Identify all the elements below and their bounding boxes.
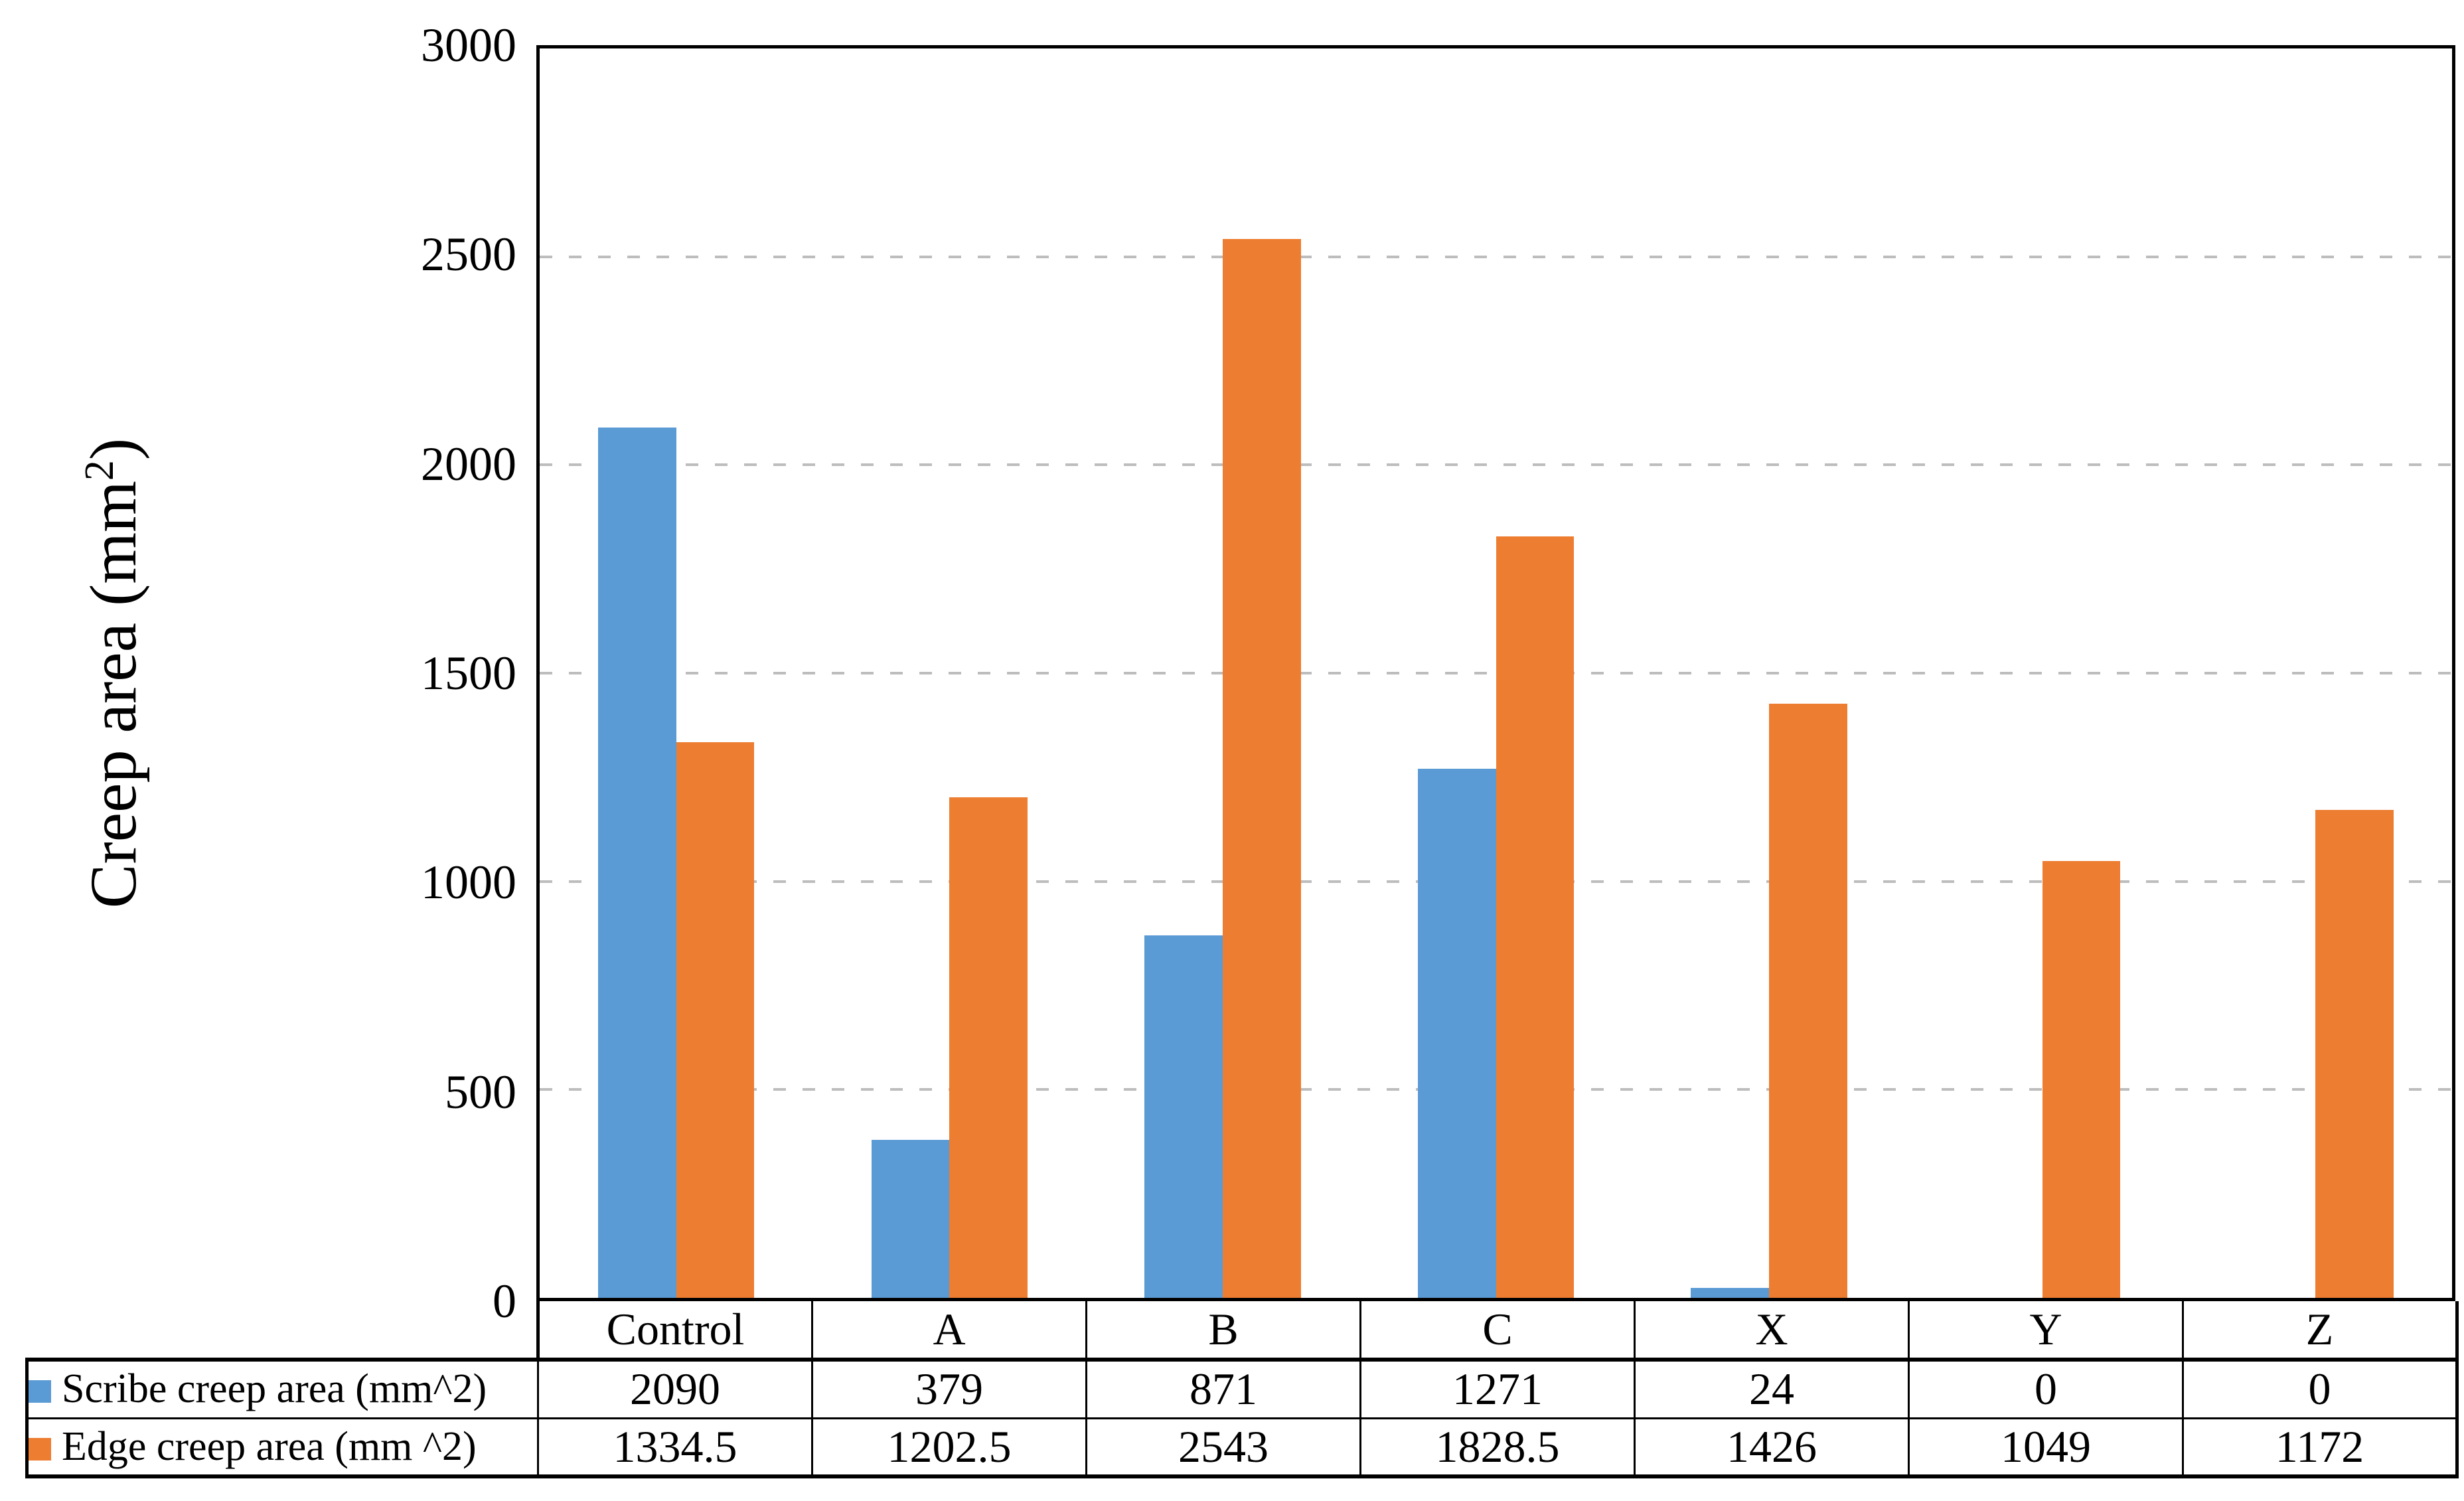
gridline-1500	[540, 672, 2452, 674]
category-slot-a	[813, 48, 1087, 1298]
category-slot-b	[1086, 48, 1359, 1298]
scribe-legend-swatch	[30, 1380, 51, 1403]
table-row-scribe: Scribe creep area (mm^2) 2090 379 871 1271 24…	[25, 1358, 2459, 1419]
bar-edge-y	[2042, 860, 2121, 1298]
bar-edge-b	[1222, 238, 1301, 1298]
bar-edge-x	[1769, 704, 1847, 1298]
cell-scribe-control: 2090	[537, 1358, 813, 1419]
gridline-2000	[540, 463, 2452, 467]
bar-edge-a	[949, 797, 1028, 1298]
cell-edge-control: 1334.5	[537, 1417, 813, 1478]
y-tick-label-3000: 3000	[421, 19, 516, 72]
column-header-b: B	[1085, 1301, 1361, 1362]
column-header-a: A	[811, 1301, 1087, 1362]
cell-scribe-a: 379	[811, 1358, 1087, 1419]
cell-scribe-b: 871	[1085, 1358, 1361, 1419]
y-axis-tick-labels: 3000 2500 2000 1500 1000 500 0	[0, 21, 516, 1325]
y-tick-label-1000: 1000	[421, 856, 516, 909]
data-table-body: Control A B C X Y Z Scribe creep area (mm^2) 209…	[25, 1301, 2459, 1478]
bar-scribe-control	[598, 427, 676, 1298]
legend-cell-scribe: Scribe creep area (mm^2)	[25, 1358, 539, 1419]
cell-edge-z: 1172	[2182, 1417, 2459, 1478]
bar-scribe-x	[1691, 1287, 1770, 1298]
gridline-2500	[540, 255, 2452, 258]
y-tick-label-2000: 2000	[421, 437, 516, 491]
column-header-z: Z	[2182, 1301, 2459, 1362]
cell-scribe-x: 24	[1634, 1358, 1910, 1419]
y-tick-label-1500: 1500	[421, 647, 516, 700]
column-header-x: X	[1634, 1301, 1910, 1362]
legend-cell-edge: Edge creep area (mm ^2)	[25, 1417, 539, 1478]
plot-area	[536, 45, 2455, 1301]
category-slot-y	[1906, 48, 2179, 1298]
scribe-series-label: Scribe creep area (mm^2)	[62, 1366, 487, 1412]
category-header-row: Control A B C X Y Z	[27, 1301, 2459, 1362]
cell-edge-c: 1828.5	[1359, 1417, 1636, 1478]
bar-scribe-c	[1417, 768, 1496, 1298]
cell-edge-a: 1202.5	[811, 1417, 1087, 1478]
bars-layer	[540, 48, 2452, 1298]
column-header-y: Y	[1908, 1301, 2184, 1362]
column-header-control: Control	[536, 1301, 813, 1362]
y-tick-label-500: 500	[445, 1065, 516, 1119]
category-slot-z	[2179, 48, 2452, 1298]
cell-scribe-z: 0	[2182, 1358, 2459, 1419]
y-tick-label-0: 0	[493, 1275, 516, 1328]
column-header-c: C	[1359, 1301, 1636, 1362]
table-row-edge: Edge creep area (mm ^2) 1334.5 1202.5 2543 1…	[25, 1417, 2459, 1478]
bar-edge-c	[1496, 536, 1575, 1298]
bar-scribe-b	[1144, 935, 1223, 1298]
edge-legend-swatch	[30, 1437, 51, 1461]
category-slot-c	[1359, 48, 1633, 1298]
cell-scribe-y: 0	[1908, 1358, 2184, 1419]
bar-scribe-a	[871, 1140, 950, 1298]
category-slot-x	[1632, 48, 1906, 1298]
cell-edge-b: 2543	[1085, 1417, 1361, 1478]
table-corner-cell	[27, 1301, 538, 1360]
cell-edge-x: 1426	[1634, 1417, 1910, 1478]
edge-series-label: Edge creep area (mm ^2)	[62, 1423, 477, 1469]
data-table: Control A B C X Y Z Scribe creep area (mm^2) 209…	[25, 1301, 2459, 1478]
cell-edge-y: 1049	[1908, 1417, 2184, 1478]
category-slot-control	[540, 48, 813, 1298]
bar-edge-z	[2315, 809, 2394, 1298]
bar-edge-control	[676, 742, 755, 1298]
y-tick-label-2500: 2500	[421, 228, 516, 281]
cell-scribe-c: 1271	[1359, 1358, 1636, 1419]
